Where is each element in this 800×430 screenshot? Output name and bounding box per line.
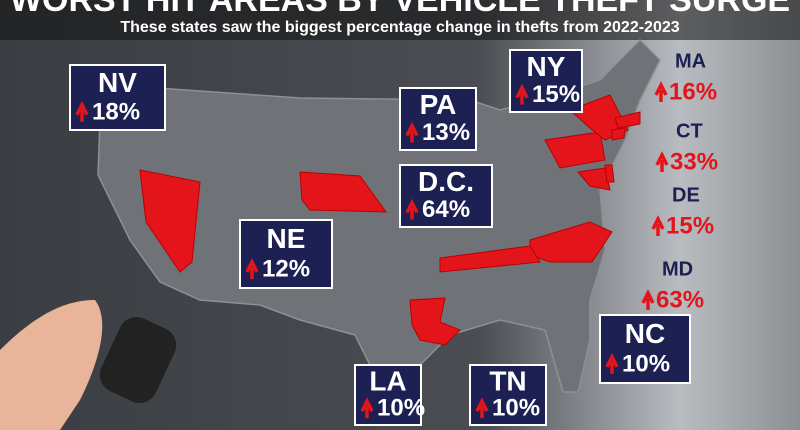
state-abbr: TN — [489, 365, 526, 396]
state-la — [409, 297, 461, 346]
state-change: 33% — [670, 148, 718, 175]
up-arrow — [245, 258, 259, 279]
state-change: 15% — [666, 212, 714, 239]
up-arrow — [651, 215, 665, 236]
up-arrow — [75, 100, 89, 122]
up-arrow — [360, 397, 374, 419]
state-tn — [439, 245, 541, 273]
state-change: 15% — [532, 81, 580, 108]
label-box — [399, 164, 493, 228]
state-nv — [139, 169, 201, 273]
state-change: 10% — [492, 395, 540, 422]
state-abbr: NC — [625, 318, 665, 349]
label-box — [599, 314, 691, 384]
up-arrow — [475, 397, 489, 419]
state-md — [577, 167, 611, 191]
up-arrow — [641, 289, 655, 310]
up-arrow — [515, 83, 529, 105]
state-abbr: LA — [369, 365, 406, 396]
us-map — [97, 38, 661, 397]
state-change: 16% — [669, 78, 717, 105]
state-labels: NV18%NY15%PA13%D.C.64%NE12%LA10%TN10%NC1… — [69, 49, 718, 426]
state-ne — [299, 171, 387, 213]
state-pa — [544, 131, 606, 169]
state-change: 64% — [422, 196, 470, 223]
hand-and-keyfob — [0, 300, 177, 430]
subtitle: These states saw the biggest percentage … — [120, 19, 679, 36]
up-arrow — [605, 353, 619, 374]
up-arrow — [654, 81, 668, 102]
label-box — [239, 219, 333, 289]
header-band — [0, 0, 800, 40]
state-change: 63% — [656, 286, 704, 313]
state-ct — [611, 127, 626, 141]
state-ma — [614, 111, 641, 129]
state-abbr: NV — [98, 67, 137, 98]
state-abbr: DE — [672, 184, 700, 206]
state-change: 10% — [622, 351, 670, 378]
state-abbr: MD — [662, 258, 693, 280]
state-change: 13% — [422, 119, 470, 146]
state-abbr: NE — [267, 223, 306, 254]
highlighted-states — [139, 94, 641, 346]
up-arrow — [405, 121, 419, 143]
up-arrow — [405, 198, 419, 220]
state-change: 12% — [262, 256, 310, 283]
state-abbr: MA — [675, 50, 706, 72]
state-abbr: NY — [527, 51, 566, 82]
state-abbr: PA — [420, 89, 457, 120]
state-abbr: CT — [676, 120, 703, 142]
state-change: 18% — [92, 98, 140, 125]
state-change: 10% — [377, 395, 425, 422]
title: WORST HIT AREAS BY VEHICLE THEFT SURGE — [10, 0, 790, 19]
label-box — [69, 64, 166, 131]
state-de — [604, 164, 615, 183]
state-abbr: D.C. — [418, 166, 474, 197]
up-arrow — [655, 151, 669, 172]
